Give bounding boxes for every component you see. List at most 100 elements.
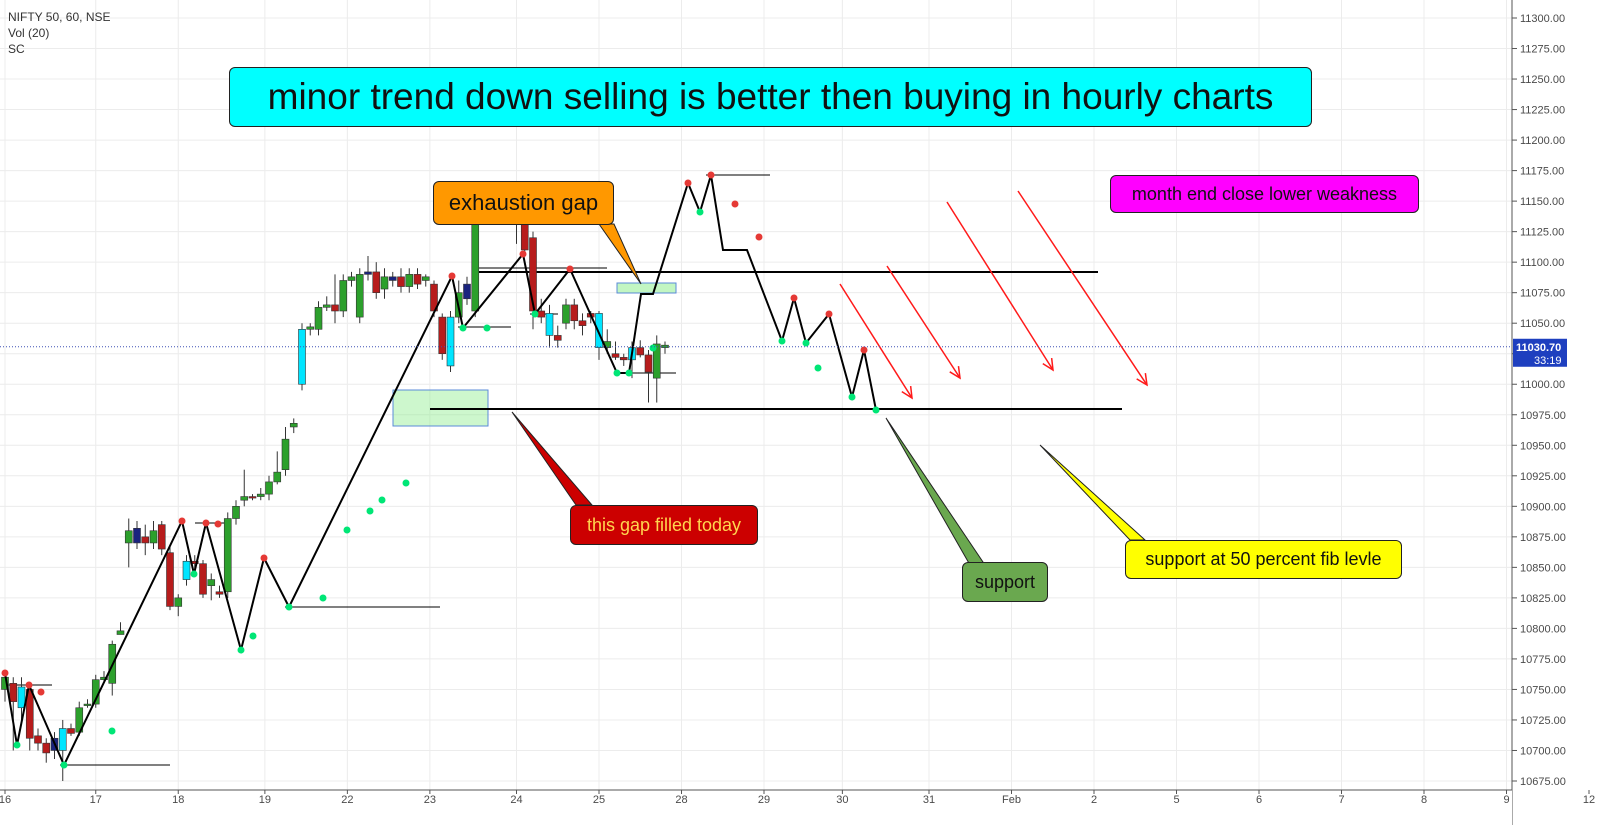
price-tick-label: 11075.00: [1520, 288, 1565, 300]
candle-body: [388, 276, 397, 281]
candlestick-series: [1, 182, 669, 781]
candle-body: [611, 353, 620, 358]
price-tick-label: 11100.00: [1520, 257, 1564, 269]
swing-low-marker: [649, 344, 657, 352]
swing-high-marker: [684, 179, 692, 187]
swing-low-marker: [814, 364, 822, 372]
indicator-vol[interactable]: Vol (20): [8, 26, 50, 40]
swing-low-marker: [402, 479, 410, 487]
price-tick-label: 10775.00: [1520, 654, 1566, 666]
fib-support-callout[interactable]: support at 50 percent fib levle: [1125, 540, 1402, 579]
red-arrow-head: [901, 385, 913, 400]
price-tick-label: 11150.00: [1520, 196, 1564, 208]
swing-low-marker: [237, 646, 245, 654]
swing-low-marker: [343, 526, 351, 534]
candle-body: [446, 316, 455, 367]
chart-legend: NIFTY 50, 60, NSE Vol (20) SC: [8, 9, 111, 57]
swing-high-marker: [260, 554, 268, 562]
candle-body: [58, 728, 67, 751]
candle-body: [42, 742, 51, 754]
red-arrow-head: [1042, 357, 1054, 372]
price-tick-label: 10925.00: [1520, 471, 1566, 483]
indicator-sc[interactable]: SC: [8, 42, 25, 56]
candle-body: [157, 524, 166, 550]
month-end-callout[interactable]: month end close lower weakness: [1110, 175, 1419, 213]
gap-filled-pointer: [511, 411, 594, 506]
countdown-value: 33:19: [1534, 355, 1562, 367]
candle-body: [405, 274, 414, 287]
candle-body: [133, 527, 141, 544]
red-arrow-line: [946, 201, 1054, 371]
price-tick-label: 11175.00: [1520, 166, 1564, 178]
candle-body: [83, 703, 92, 706]
candle-body: [199, 563, 207, 595]
candle-body: [413, 274, 422, 285]
swing-low-marker: [625, 369, 633, 377]
title-callout[interactable]: minor trend down selling is better then …: [229, 67, 1312, 127]
swing-low-marker: [696, 208, 704, 216]
candle-body: [438, 316, 447, 355]
time-tick-label: 30: [836, 794, 848, 806]
candle-body: [240, 496, 249, 501]
candle-body: [281, 438, 290, 470]
swing-low-marker: [285, 603, 293, 611]
candle-body: [322, 304, 331, 308]
time-axis-bg: [0, 790, 1512, 825]
candle-body: [289, 423, 298, 428]
candle-body: [166, 552, 174, 607]
swing-high-marker: [448, 272, 456, 280]
candle-body: [397, 276, 405, 287]
trend-lines: [8, 174, 1122, 766]
swing-low-marker: [319, 594, 327, 602]
swing-high-marker: [707, 171, 715, 179]
time-tick-label: 31: [923, 794, 935, 806]
time-tick-label: 22: [341, 794, 353, 806]
time-tick-label: 16: [0, 794, 11, 806]
gap-filled-callout[interactable]: this gap filled today: [570, 505, 758, 545]
red-arrows: [839, 190, 1148, 400]
swing-low-marker: [378, 496, 386, 504]
swing-high-marker: [1, 669, 9, 677]
swing-high-marker: [214, 520, 222, 528]
candle-body: [619, 357, 628, 361]
price-tick-label: 11300.00: [1520, 13, 1565, 25]
candle-body: [265, 481, 273, 495]
candle-body: [182, 560, 191, 580]
candle-body: [355, 274, 364, 318]
swing-high-marker: [202, 519, 210, 527]
swing-high-marker: [731, 200, 739, 208]
time-tick-label: 5: [1173, 794, 1179, 806]
candle-body: [314, 307, 323, 330]
swing-high-marker: [37, 688, 45, 696]
time-tick-label: 19: [259, 794, 271, 806]
red-arrow-head: [1136, 373, 1148, 387]
red-arrow-line: [1017, 190, 1148, 386]
candle-body: [298, 329, 306, 385]
last-price-value: 11030.70: [1516, 342, 1561, 354]
candle-body: [141, 536, 150, 544]
candle-body: [661, 344, 669, 348]
price-tick-label: 11225.00: [1520, 105, 1565, 117]
price-axis-bg: [1512, 0, 1603, 825]
swing-high-marker: [566, 265, 574, 273]
candle-body: [306, 326, 315, 330]
time-tick-label: 2: [1091, 794, 1097, 806]
candle-body: [256, 493, 265, 497]
swing-low-marker: [60, 761, 68, 769]
price-tick-label: 10700.00: [1520, 745, 1566, 757]
candle-body: [223, 518, 232, 593]
price-axis[interactable]: 10675.00 10700.00 10725.00 10750.00 10775.00…: [1511, 0, 1603, 825]
candle-body: [248, 496, 257, 499]
candle-body: [347, 276, 356, 281]
symbol-line[interactable]: NIFTY 50, 60, NSE: [8, 10, 111, 24]
candle-body: [207, 579, 216, 586]
support-callout[interactable]: support: [962, 562, 1048, 602]
exhaustion-gap-callout[interactable]: exhaustion gap: [433, 181, 614, 225]
red-arrow-head: [949, 366, 961, 380]
swing-low-marker: [108, 727, 116, 735]
time-tick-label: 29: [758, 794, 770, 806]
time-axis[interactable]: 16 17 18 19 22 23 24 25 28 29 30 31 Feb 2 5 6 7 8 9 12: [0, 789, 1595, 825]
time-tick-label: 12: [1583, 794, 1595, 806]
price-tick-label: 11000.00: [1520, 379, 1565, 391]
red-arrow-line: [886, 265, 961, 379]
